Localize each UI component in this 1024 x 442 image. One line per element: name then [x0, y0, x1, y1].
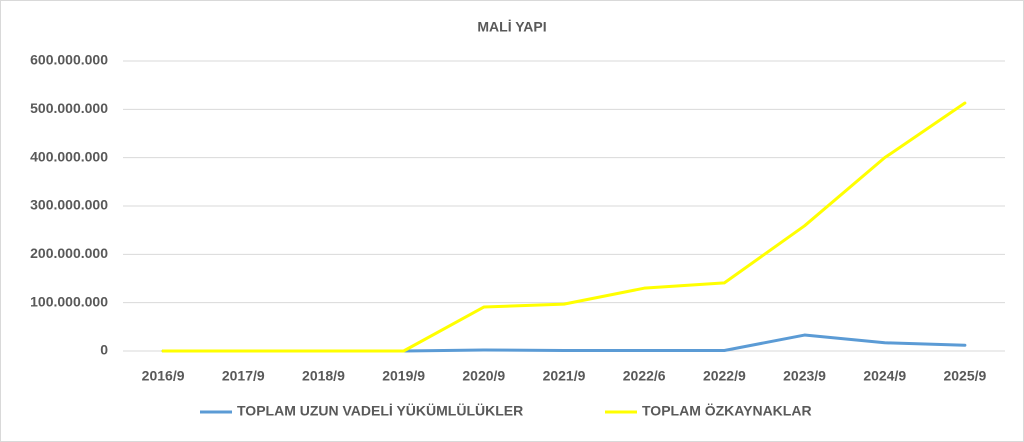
x-tick-label: 2020/9 — [462, 368, 505, 384]
chart-title: MALİ YAPI — [477, 19, 546, 35]
x-tick-label: 2017/9 — [222, 368, 265, 384]
y-tick-label: 400.000.000 — [30, 148, 108, 164]
y-tick-label: 600.000.000 — [30, 52, 108, 68]
x-tick-label: 2025/9 — [943, 368, 986, 384]
x-tick-label: 2024/9 — [863, 368, 906, 384]
y-tick-label: 500.000.000 — [30, 100, 108, 116]
x-tick-label: 2023/9 — [783, 368, 826, 384]
y-tick-label: 0 — [100, 342, 108, 358]
x-tick-label: 2022/9 — [703, 368, 746, 384]
x-tick-label: 2019/9 — [382, 368, 425, 384]
x-tick-label: 2016/9 — [142, 368, 185, 384]
legend-label: TOPLAM UZUN VADELİ YÜKÜMLÜLÜKLER — [237, 403, 523, 419]
x-tick-label: 2021/9 — [543, 368, 586, 384]
y-tick-label: 200.000.000 — [30, 245, 108, 261]
x-tick-label: 2018/9 — [302, 368, 345, 384]
y-tick-label: 300.000.000 — [30, 197, 108, 213]
x-tick-label: 2022/6 — [623, 368, 666, 384]
series-line — [161, 101, 967, 353]
y-tick-label: 100.000.000 — [30, 293, 108, 309]
legend-label: TOPLAM ÖZKAYNAKLAR — [642, 403, 812, 419]
